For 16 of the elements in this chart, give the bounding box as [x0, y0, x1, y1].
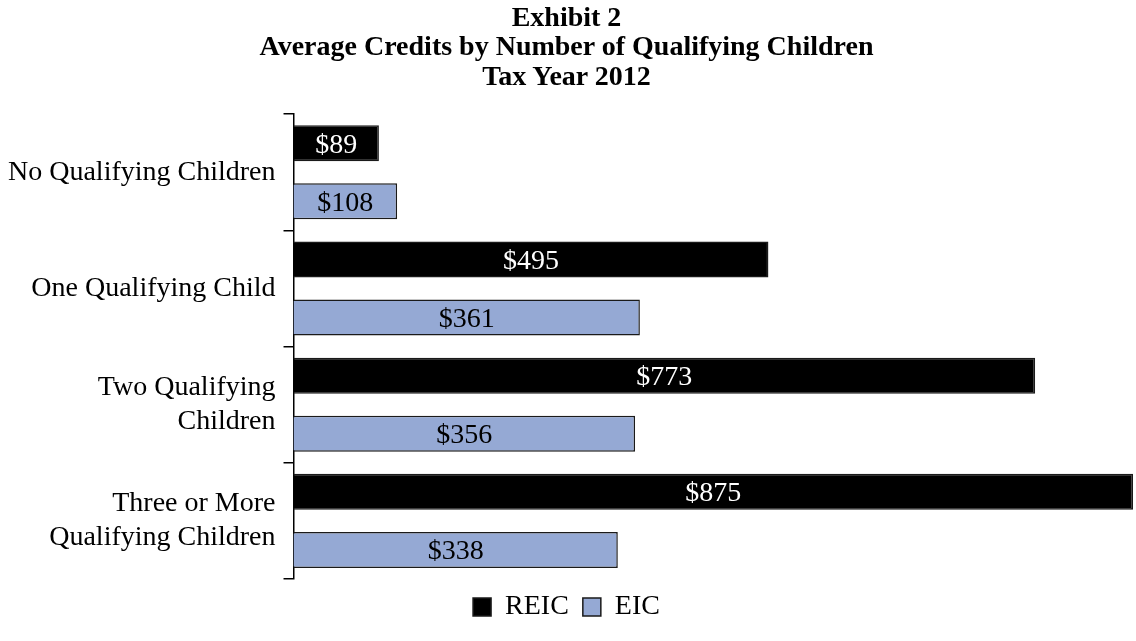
y-tick-label: One Qualifying Child: [31, 270, 276, 302]
y-tick-label: No Qualifying Children: [7, 154, 276, 186]
legend-label: REIC: [505, 589, 569, 621]
data-label: $356: [436, 418, 493, 450]
data-label: $338: [427, 534, 484, 566]
chart-subtitle: Average Credits by Number of Qualifying Children Tax Year 2012: [259, 30, 874, 91]
legend-label: EIC: [614, 589, 660, 621]
chart-title: Exhibit 2: [511, 0, 622, 32]
data-label: $495: [502, 243, 559, 275]
y-tick-label: Two Qualifying Children: [97, 370, 276, 435]
data-label: $361: [438, 301, 495, 333]
data-label: $108: [317, 185, 374, 217]
data-label: $89: [315, 127, 358, 159]
y-tick-label: Three or More Qualifying Children: [49, 486, 276, 552]
data-label: $875: [685, 476, 742, 508]
data-label: $773: [636, 360, 693, 392]
